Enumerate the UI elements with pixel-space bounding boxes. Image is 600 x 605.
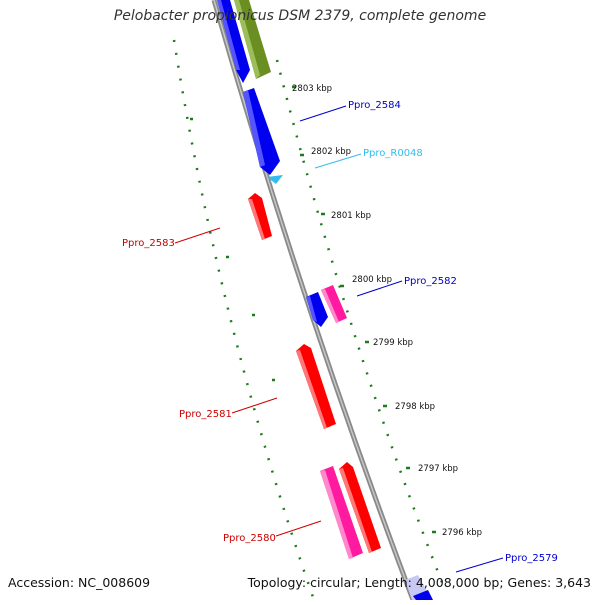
gene-label-ppro-2580: Ppro_2580: [223, 533, 276, 544]
gene-ppro-2582: [306, 292, 328, 327]
leader-lines: [174, 105, 504, 573]
gene-ppro-2579: [405, 575, 433, 600]
gene-label-ppro-2583: Ppro_2583: [122, 238, 175, 249]
gene-ppro-2584: [243, 88, 280, 175]
gene-ppro-2580: [320, 466, 363, 559]
gene-label-ppro-r0048: Ppro_R0048: [363, 148, 423, 159]
gene-ppro-r0048: [267, 175, 283, 184]
gene-red-2580: [339, 462, 381, 553]
gene-label-ppro-2579: Ppro_2579: [505, 553, 558, 564]
scale-label-2802: 2802 kbp: [311, 147, 351, 157]
gene-blue-top: [217, 0, 250, 83]
scale-label-2798: 2798 kbp: [395, 402, 435, 412]
scale-label-2799: 2799 kbp: [373, 338, 413, 348]
accession-text: Accession: NC_008609: [8, 575, 151, 590]
major-ticks: [190, 85, 436, 534]
scale-label-2800: 2800 kbp: [352, 275, 392, 285]
gene-label-ppro-2584: Ppro_2584: [348, 100, 401, 111]
gene-ppro-2581: [296, 344, 336, 429]
gene-olive-top: [234, 0, 271, 79]
gene-pink-2582: [321, 285, 347, 323]
scale-label-2801: 2801 kbp: [331, 211, 371, 221]
gene-label-ppro-2582: Ppro_2582: [404, 276, 457, 287]
scale-label-2803: 2803 kbp: [292, 84, 332, 94]
genome-summary-text: Topology: circular; Length: 4,008,000 bp…: [247, 575, 591, 590]
gene-ppro-2583: [248, 193, 272, 240]
map-title: Pelobacter propionicus DSM 2379, complet…: [113, 8, 487, 24]
scale-label-2796: 2796 kbp: [442, 528, 482, 538]
gene-label-ppro-2581: Ppro_2581: [179, 409, 232, 420]
scale-label-2797: 2797 kbp: [418, 464, 458, 474]
